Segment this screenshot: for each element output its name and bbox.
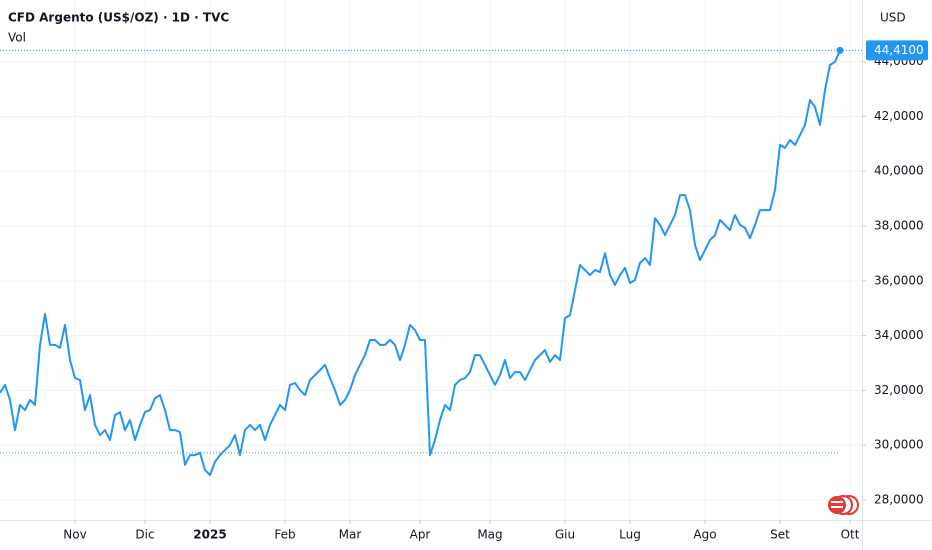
last-price-label: 44,4100 [874,43,924,57]
y-tick-label: 42,0000 [874,109,924,123]
y-tick-label: 36,0000 [874,273,924,287]
y-tick-label: 38,0000 [874,219,924,233]
x-tick-label: Giu [555,528,575,542]
x-tick-label: Lug [619,528,641,542]
x-tick-label: Dic [135,528,154,542]
y-tick-label: 28,0000 [874,493,924,507]
grid [0,0,862,520]
price-line [0,50,841,477]
x-tick-label: Feb [274,528,295,542]
y-tick-label: 40,0000 [874,164,924,178]
x-tick-label: Ago [693,528,716,542]
x-tick-label: Apr [410,528,431,542]
flag-icon [828,495,859,515]
y-tick-label: 32,0000 [874,383,924,397]
currency-label: USD [880,11,906,25]
x-tick-label: 2025 [193,528,226,542]
last-point [836,46,844,54]
last-price-box [866,40,928,61]
x-tick-label: Mag [477,528,502,542]
chart-subtitle: Vol [8,31,26,45]
x-tick-label: Ott [841,528,860,542]
y-tick-label: 30,0000 [874,438,924,452]
x-tick-label: Set [770,528,790,542]
y-tick-label: 34,0000 [874,328,924,342]
x-tick-label: Nov [63,528,86,542]
x-tick-label: Mar [339,528,362,542]
chart-title: CFD Argento (US$/OZ) · 1D · TVC [8,11,229,25]
